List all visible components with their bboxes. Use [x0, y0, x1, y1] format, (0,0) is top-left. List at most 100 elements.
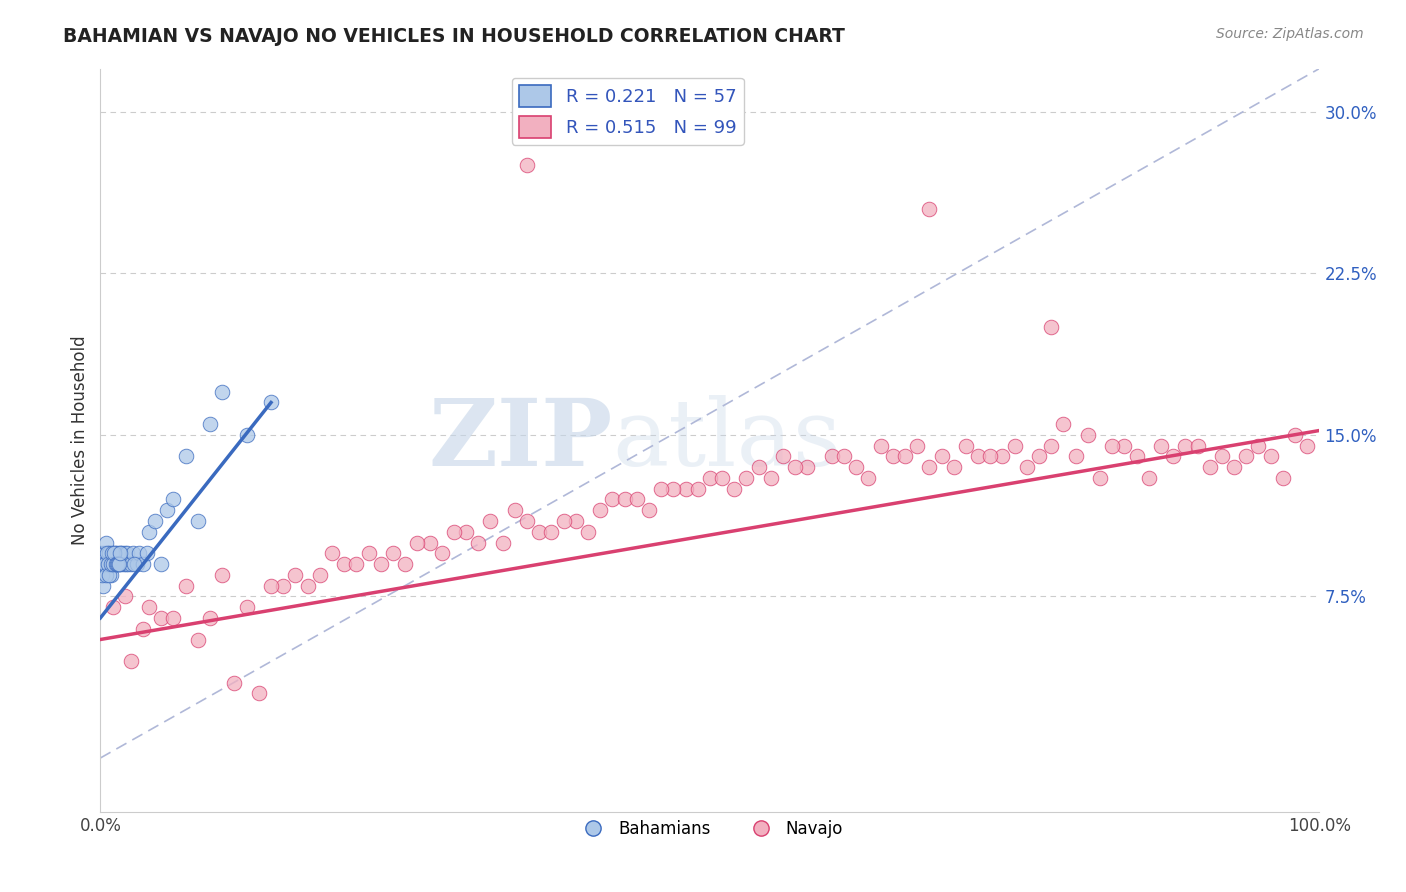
- Point: [108, 557, 131, 571]
- Point: [91, 567, 114, 582]
- Point: [103, 557, 125, 571]
- Point: [576, 524, 599, 539]
- Point: [101, 600, 124, 615]
- Point: [894, 450, 917, 464]
- Point: [107, 546, 129, 560]
- Point: [120, 557, 142, 571]
- Point: [589, 503, 612, 517]
- Point: [115, 557, 138, 571]
- Point: [321, 546, 343, 560]
- Point: [271, 579, 294, 593]
- Point: [1052, 417, 1074, 431]
- Point: [1114, 439, 1136, 453]
- Point: [858, 471, 880, 485]
- Point: [1064, 450, 1087, 464]
- Point: [1040, 320, 1063, 334]
- Point: [796, 460, 818, 475]
- Point: [723, 104, 745, 119]
- Point: [111, 546, 134, 560]
- Point: [128, 546, 150, 560]
- Point: [115, 546, 138, 560]
- Point: [100, 567, 122, 582]
- Point: [105, 557, 128, 571]
- Point: [114, 590, 136, 604]
- Point: [107, 557, 129, 571]
- Point: [125, 557, 148, 571]
- Point: [117, 557, 139, 571]
- Point: [97, 557, 120, 571]
- Point: [553, 514, 575, 528]
- Point: [723, 482, 745, 496]
- Point: [284, 567, 307, 582]
- Point: [94, 546, 117, 560]
- Text: BAHAMIAN VS NAVAJO NO VEHICLES IN HOUSEHOLD CORRELATION CHART: BAHAMIAN VS NAVAJO NO VEHICLES IN HOUSEH…: [63, 27, 845, 45]
- Point: [918, 202, 941, 216]
- Point: [516, 514, 538, 528]
- Point: [1101, 439, 1123, 453]
- Point: [785, 460, 807, 475]
- Point: [650, 482, 672, 496]
- Point: [344, 557, 367, 571]
- Point: [110, 546, 132, 560]
- Point: [107, 557, 129, 571]
- Point: [162, 492, 184, 507]
- Point: [93, 557, 115, 571]
- Point: [94, 567, 117, 582]
- Point: [101, 557, 124, 571]
- Point: [97, 557, 120, 571]
- Point: [1161, 450, 1184, 464]
- Point: [613, 492, 636, 507]
- Text: Source: ZipAtlas.com: Source: ZipAtlas.com: [1216, 27, 1364, 41]
- Point: [540, 524, 562, 539]
- Point: [711, 471, 734, 485]
- Point: [869, 439, 891, 453]
- Point: [297, 579, 319, 593]
- Point: [198, 417, 221, 431]
- Point: [110, 557, 132, 571]
- Point: [1040, 439, 1063, 453]
- Point: [1174, 439, 1197, 453]
- Point: [112, 557, 135, 571]
- Point: [101, 557, 124, 571]
- Point: [381, 546, 404, 560]
- Point: [187, 632, 209, 647]
- Point: [430, 546, 453, 560]
- Point: [394, 557, 416, 571]
- Point: [150, 611, 173, 625]
- Legend: Bahamians, Navajo: Bahamians, Navajo: [569, 814, 849, 845]
- Point: [1077, 427, 1099, 442]
- Point: [699, 471, 721, 485]
- Point: [101, 546, 124, 560]
- Point: [98, 557, 121, 571]
- Point: [132, 557, 155, 571]
- Point: [638, 503, 661, 517]
- Point: [105, 557, 128, 571]
- Point: [1247, 439, 1270, 453]
- Point: [156, 503, 179, 517]
- Point: [308, 567, 330, 582]
- Point: [103, 546, 125, 560]
- Point: [918, 460, 941, 475]
- Point: [187, 514, 209, 528]
- Point: [1015, 460, 1038, 475]
- Point: [122, 546, 145, 560]
- Point: [942, 460, 965, 475]
- Point: [675, 482, 697, 496]
- Point: [120, 654, 142, 668]
- Point: [516, 159, 538, 173]
- Point: [333, 557, 356, 571]
- Point: [260, 395, 283, 409]
- Point: [114, 546, 136, 560]
- Point: [967, 450, 990, 464]
- Point: [91, 579, 114, 593]
- Point: [1271, 471, 1294, 485]
- Point: [492, 535, 515, 549]
- Point: [602, 492, 624, 507]
- Point: [748, 460, 770, 475]
- Point: [686, 482, 709, 496]
- Point: [1088, 471, 1111, 485]
- Point: [1223, 460, 1246, 475]
- Point: [104, 546, 127, 560]
- Point: [735, 471, 758, 485]
- Point: [260, 579, 283, 593]
